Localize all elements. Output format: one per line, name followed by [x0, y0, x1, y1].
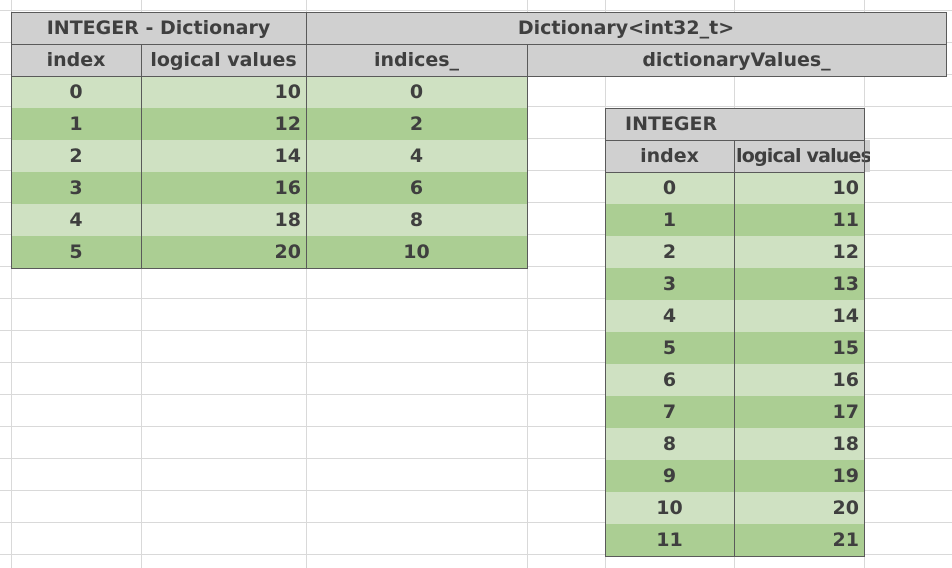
right-index-cell[interactable]: 1 — [605, 204, 734, 236]
left-col-index-header[interactable]: index — [11, 44, 141, 76]
gridline — [864, 0, 865, 568]
right-index-cell[interactable]: 7 — [605, 396, 734, 428]
left-table-title[interactable]: INTEGER - Dictionary — [11, 12, 306, 44]
indices-cell[interactable]: 4 — [306, 140, 527, 172]
right-value-cell[interactable]: 10 — [734, 172, 864, 204]
right-index-cell[interactable]: 3 — [605, 268, 734, 300]
right-value-cell[interactable]: 12 — [734, 236, 864, 268]
dictionary-title[interactable]: Dictionary<int32_t> — [306, 12, 946, 44]
right-index-cell[interactable]: 10 — [605, 492, 734, 524]
right-value-cell[interactable]: 15 — [734, 332, 864, 364]
right-index-cell[interactable]: 5 — [605, 332, 734, 364]
right-value-cell[interactable]: 14 — [734, 300, 864, 332]
left-col-values-header[interactable]: logical values — [141, 44, 306, 76]
left-value-cell[interactable]: 18 — [141, 204, 306, 236]
right-index-cell[interactable]: 11 — [605, 524, 734, 556]
indices-header[interactable]: indices_ — [306, 44, 527, 76]
left-index-cell[interactable]: 1 — [11, 108, 141, 140]
right-index-cell[interactable]: 8 — [605, 428, 734, 460]
right-value-cell[interactable]: 16 — [734, 364, 864, 396]
gridline — [141, 0, 142, 568]
indices-cell[interactable]: 6 — [306, 172, 527, 204]
right-col-index-header[interactable]: index — [605, 140, 734, 172]
left-value-cell[interactable]: 10 — [141, 76, 306, 108]
right-value-cell[interactable]: 13 — [734, 268, 864, 300]
gridline — [527, 0, 528, 568]
right-index-cell[interactable]: 0 — [605, 172, 734, 204]
right-index-cell[interactable]: 4 — [605, 300, 734, 332]
right-index-cell[interactable]: 2 — [605, 236, 734, 268]
right-index-cell[interactable]: 6 — [605, 364, 734, 396]
left-value-cell[interactable]: 20 — [141, 236, 306, 268]
left-index-cell[interactable]: 0 — [11, 76, 141, 108]
right-index-cell[interactable]: 9 — [605, 460, 734, 492]
right-value-cell[interactable]: 19 — [734, 460, 864, 492]
gridline — [306, 0, 307, 568]
right-col-values-header[interactable]: logical values — [734, 140, 870, 172]
left-index-cell[interactable]: 2 — [11, 140, 141, 172]
indices-cell[interactable]: 8 — [306, 204, 527, 236]
right-value-cell[interactable]: 11 — [734, 204, 864, 236]
left-value-cell[interactable]: 14 — [141, 140, 306, 172]
left-index-cell[interactable]: 4 — [11, 204, 141, 236]
dictionary-values-header[interactable]: dictionaryValues_ — [527, 44, 946, 76]
right-value-cell[interactable]: 18 — [734, 428, 864, 460]
right-table-title[interactable]: INTEGER — [605, 108, 864, 140]
left-value-cell[interactable]: 16 — [141, 172, 306, 204]
right-value-cell[interactable]: 21 — [734, 524, 864, 556]
indices-cell[interactable]: 2 — [306, 108, 527, 140]
indices-cell[interactable]: 0 — [306, 76, 527, 108]
indices-cell[interactable]: 10 — [306, 236, 527, 268]
gridline — [11, 0, 12, 568]
left-index-cell[interactable]: 5 — [11, 236, 141, 268]
left-value-cell[interactable]: 12 — [141, 108, 306, 140]
right-value-cell[interactable]: 17 — [734, 396, 864, 428]
left-index-cell[interactable]: 3 — [11, 172, 141, 204]
right-value-cell[interactable]: 20 — [734, 492, 864, 524]
